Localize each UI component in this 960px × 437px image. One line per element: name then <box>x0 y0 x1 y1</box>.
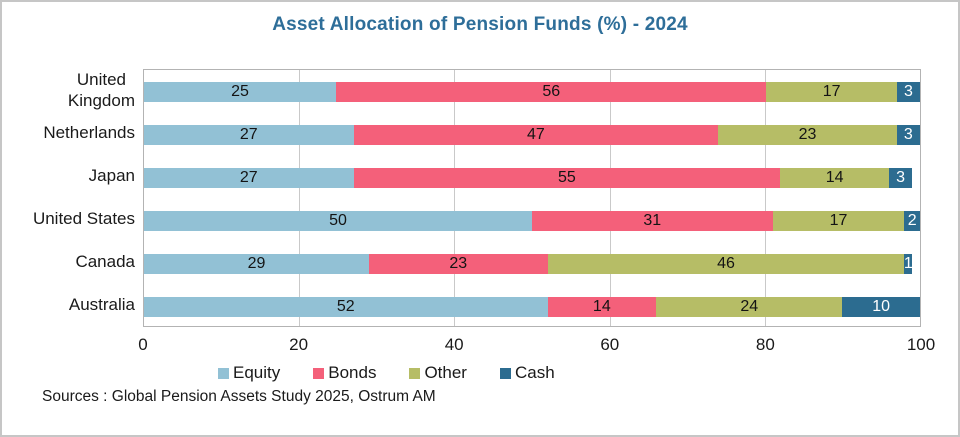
bar-segment-equity: 25 <box>144 81 337 102</box>
segment-value-label: 23 <box>798 125 817 143</box>
stacked-bar: 29 23 46 1 <box>144 253 920 274</box>
legend-item-other: Other <box>409 363 467 383</box>
category-label: Japan <box>88 166 135 186</box>
category-label: United Kingdom <box>67 70 135 110</box>
segment-value-label: 55 <box>558 168 576 186</box>
segment-value-label: 25 <box>231 82 249 100</box>
bar-segment-equity: 50 <box>144 210 532 231</box>
legend-swatch-icon <box>409 367 421 379</box>
segment-value-label: 17 <box>829 211 848 229</box>
bar-segment-bonds: 31 <box>532 210 773 231</box>
bar-segment-other: 17 <box>766 81 897 102</box>
source-note: Sources : Global Pension Assets Study 20… <box>42 388 436 405</box>
segment-value-label: 50 <box>329 211 347 229</box>
bar-segment-bonds: 23 <box>369 253 548 274</box>
bar-segment-cash: 3 <box>896 124 920 145</box>
bar-segment-other: 46 <box>547 253 905 274</box>
segment-value-label: 2 <box>907 211 917 229</box>
bar-row: 25 56 17 3 <box>144 70 920 113</box>
legend-label: Other <box>424 363 467 382</box>
segment-value-label: 29 <box>247 254 266 272</box>
plot-column: 25 56 17 3 27 47 23 3 27 55 14 3 50 31 17 2 29 23 46 1 52 14 2… <box>138 69 935 361</box>
x-tick-label: 40 <box>444 335 464 354</box>
segment-value-label: 31 <box>643 211 662 229</box>
bar-segment-equity: 52 <box>144 296 548 317</box>
bar-segment-cash: 3 <box>888 167 913 188</box>
category-label: Australia <box>68 295 135 315</box>
category-label: Canada <box>75 252 135 272</box>
bar-row: 29 23 46 1 <box>144 242 920 285</box>
legend-label: Cash <box>514 363 555 382</box>
bar-row: 50 31 17 2 <box>144 199 920 242</box>
stacked-bar: 25 56 17 3 <box>144 81 920 102</box>
stacked-bar: 50 31 17 2 <box>144 210 920 231</box>
gridline <box>454 70 456 326</box>
x-tick-label: 80 <box>755 335 775 354</box>
segment-value-label: 56 <box>542 82 561 100</box>
legend-item-bonds: Bonds <box>313 363 376 383</box>
legend-label: Equity <box>233 363 281 382</box>
category-label: Netherlands <box>43 123 135 143</box>
legend-swatch-icon <box>499 367 511 379</box>
bar-segment-equity: 27 <box>144 167 354 188</box>
legend-swatch-icon <box>218 367 229 379</box>
legend-swatch-icon <box>313 367 325 379</box>
stacked-bar: 52 14 24 10 <box>144 296 920 317</box>
legend: Equity Bonds Other Cash <box>2 363 958 383</box>
segment-value-label: 3 <box>904 82 913 100</box>
segment-value-label: 3 <box>896 168 906 186</box>
bar-row: 27 55 14 3 <box>144 156 920 199</box>
x-tick-label: 20 <box>289 335 309 354</box>
segment-value-label: 27 <box>239 125 258 143</box>
chart-title: Asset Allocation of Pension Funds (%) - … <box>272 14 688 35</box>
segment-value-label: 10 <box>872 297 891 315</box>
gridline <box>299 70 301 326</box>
bar-segment-other: 14 <box>780 167 889 188</box>
bar-segment-other: 23 <box>718 124 897 145</box>
stacked-bar: 27 55 14 3 <box>144 167 920 188</box>
bar-segment-other: 17 <box>772 210 905 231</box>
bar-segment-bonds: 14 <box>547 296 657 317</box>
y-axis-labels: United Kingdom Netherlands Japan United Sta… <box>2 69 143 361</box>
segment-value-label: 14 <box>592 297 611 315</box>
legend-item-cash: Cash <box>499 363 555 383</box>
bar-segment-cash: 10 <box>842 296 920 317</box>
segment-value-label: 17 <box>822 82 841 100</box>
x-axis-ticks: 0 20 40 60 80 100 <box>138 327 935 361</box>
bar-row: 52 14 24 10 <box>144 285 920 328</box>
bar-row: 27 47 23 3 <box>144 113 920 156</box>
bar-segment-bonds: 55 <box>353 167 781 188</box>
bar-segment-cash: 3 <box>896 81 920 102</box>
segment-value-label: 24 <box>740 297 759 315</box>
bar-segment-bonds: 47 <box>353 124 719 145</box>
segment-value-label: 14 <box>825 168 844 186</box>
segment-value-label: 1 <box>903 254 913 272</box>
segment-value-label: 27 <box>239 168 258 186</box>
x-tick-label: 100 <box>906 335 936 354</box>
plot-area: 25 56 17 3 27 47 23 3 27 55 14 3 50 31 17 2 29 23 46 1 52 14 2… <box>143 69 921 327</box>
bar-segment-cash: 2 <box>904 210 920 231</box>
gridline <box>609 70 611 326</box>
x-tick-label: 0 <box>138 335 148 354</box>
segment-value-label: 3 <box>903 125 913 143</box>
bar-segment-equity: 27 <box>144 124 354 145</box>
legend-item-equity: Equity <box>218 363 280 383</box>
plot-grid: United Kingdom Netherlands Japan United Sta… <box>2 69 935 361</box>
category-label: United States <box>32 209 135 229</box>
stacked-bar: 27 47 23 3 <box>144 124 920 145</box>
x-tick-label: 60 <box>600 335 620 354</box>
segment-value-label: 23 <box>449 254 468 272</box>
bar-segment-other: 24 <box>656 296 843 317</box>
bar-segment-equity: 29 <box>144 253 370 274</box>
segment-value-label: 46 <box>717 254 735 272</box>
gridline <box>764 70 766 326</box>
segment-value-label: 52 <box>336 297 355 315</box>
legend-label: Bonds <box>328 363 377 382</box>
segment-value-label: 47 <box>526 125 545 143</box>
bar-segment-cash: 1 <box>903 253 913 274</box>
bar-segment-bonds: 56 <box>336 81 767 102</box>
